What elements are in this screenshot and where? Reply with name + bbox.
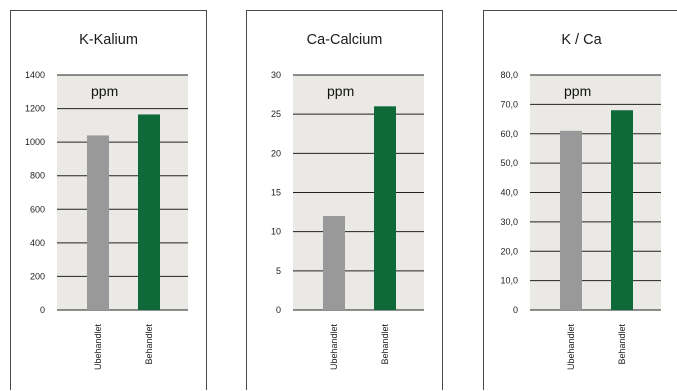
unit-label: ppm (327, 83, 354, 99)
bar-behandlet (374, 106, 396, 310)
y-tick-label: 0 (276, 305, 281, 315)
y-tick-label: 20,0 (500, 246, 518, 256)
y-tick-label: 25 (271, 109, 281, 119)
bar-ubehandlet (323, 216, 345, 310)
chart-title: K-Kalium (79, 32, 138, 48)
plot-area (57, 75, 188, 310)
y-tick-label: 30 (271, 70, 281, 80)
y-tick-label: 70,0 (500, 99, 518, 109)
y-tick-label: 40,0 (500, 188, 518, 198)
y-tick-label: 60,0 (500, 129, 518, 139)
y-tick-label: 800 (30, 171, 45, 181)
y-tick-label: 1400 (25, 70, 45, 80)
bar-behandlet (611, 110, 633, 310)
y-tick-label: 0 (513, 305, 518, 315)
y-tick-label: 20 (271, 148, 281, 158)
y-tick-label: 10 (271, 227, 281, 237)
y-tick-label: 80,0 (500, 70, 518, 80)
x-category-label: Behandlet (144, 324, 154, 365)
y-tick-label: 0 (40, 305, 45, 315)
chart-svg: 0 10,0 20,0 30,0 40,0 50,0 60,0 70,0 80,0 Ubehand… (500, 70, 661, 371)
bar-ubehandlet (560, 130, 582, 310)
y-tick-label: 15 (271, 188, 281, 198)
y-tick-label: 10,0 (500, 276, 518, 286)
bar-ubehandlet (87, 135, 109, 310)
y-tick-label: 5 (276, 266, 281, 276)
y-tick-label: 30,0 (500, 217, 518, 227)
x-category-label: Ubehandlet (93, 324, 103, 371)
chart-title: K / Ca (561, 32, 602, 48)
chart-title: Ca-Calcium (306, 32, 383, 48)
chart-svg: 0 5 10 15 20 25 30 Ubehandlet Behandlet ppm (271, 70, 424, 371)
x-category-label: Ubehandlet (566, 324, 576, 371)
y-tick-label: 200 (30, 271, 45, 281)
chart-panel-kalium: K-Kalium 0 200 400 600 800 1000 1200 1400 Ubehan… (10, 10, 207, 390)
chart-panel-k-ca-ratio: K / Ca 0 10,0 20,0 30,0 40,0 50,0 60,0 70,0 80,0… (483, 10, 677, 390)
unit-label: ppm (91, 83, 118, 99)
y-tick-label: 1000 (25, 137, 45, 147)
x-category-label: Ubehandlet (329, 324, 339, 371)
chart-svg: 0 200 400 600 800 1000 1200 1400 Ubehandlet Behan… (25, 70, 188, 371)
x-category-label: Behandlet (380, 324, 390, 365)
y-tick-label: 1200 (25, 104, 45, 114)
y-tick-label: 400 (30, 238, 45, 248)
unit-label: ppm (564, 83, 591, 99)
y-tick-label: 50,0 (500, 158, 518, 168)
y-tick-label: 600 (30, 204, 45, 214)
x-category-label: Behandlet (617, 324, 627, 365)
chart-panel-calcium: Ca-Calcium 0 5 10 15 20 25 30 Ubehandlet Behandl… (246, 10, 443, 390)
bar-behandlet (138, 114, 160, 310)
